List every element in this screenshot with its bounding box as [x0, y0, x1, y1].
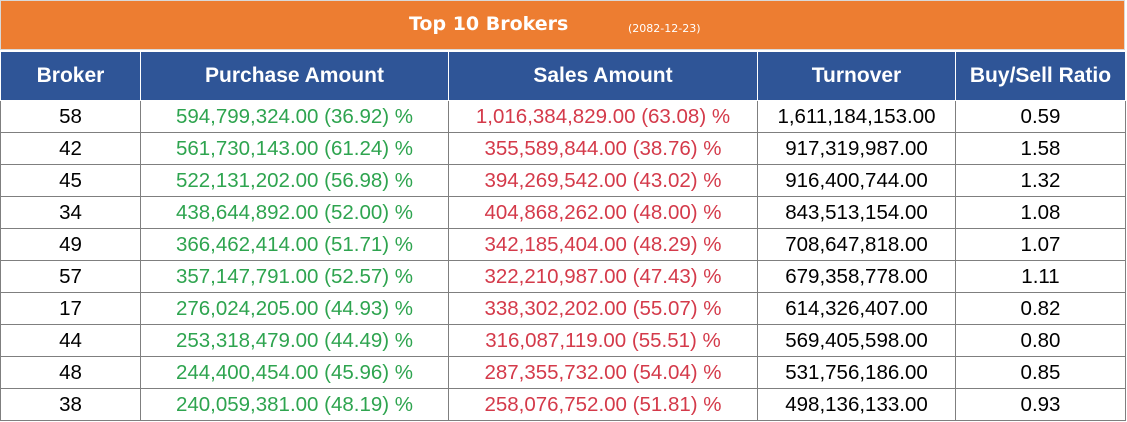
purchase-amount-cell: 357,147,791.00 (52.57) %: [140, 260, 449, 293]
sales-amount-cell: 316,087,119.00 (55.51) %: [448, 324, 758, 357]
turnover-cell: 498,136,133.00: [757, 388, 956, 421]
purchase-amount-cell: 240,059,381.00 (48.19) %: [140, 388, 449, 421]
table-row: 42 561,730,143.00 (61.24) % 355,589,844.00…: [0, 132, 1126, 165]
broker-cell: 38: [0, 388, 141, 421]
sales-amount-cell: 338,302,202.00 (55.07) %: [448, 292, 758, 325]
column-header-purchase-amount: Purchase Amount: [140, 51, 449, 101]
purchase-amount-cell: 522,131,202.00 (56.98) %: [140, 164, 449, 197]
table-row: 58 594,799,324.00 (36.92) % 1,016,384,829.…: [0, 100, 1126, 133]
table-body: 58 594,799,324.00 (36.92) % 1,016,384,829.…: [0, 100, 1126, 421]
purchase-amount-cell: 276,024,205.00 (44.93) %: [140, 292, 449, 325]
broker-cell: 17: [0, 292, 141, 325]
purchase-amount-cell: 366,462,414.00 (51.71) %: [140, 228, 449, 261]
sales-amount-cell: 355,589,844.00 (38.76) %: [448, 132, 758, 165]
buy-sell-ratio-cell: 0.80: [955, 324, 1126, 357]
broker-cell: 57: [0, 260, 141, 293]
sales-amount-cell: 322,210,987.00 (47.43) %: [448, 260, 758, 293]
column-header-turnover: Turnover: [757, 51, 956, 101]
buy-sell-ratio-cell: 1.11: [955, 260, 1126, 293]
sales-amount-cell: 258,076,752.00 (51.81) %: [448, 388, 758, 421]
buy-sell-ratio-cell: 1.07: [955, 228, 1126, 261]
sales-amount-cell: 287,355,732.00 (54.04) %: [448, 356, 758, 389]
broker-cell: 48: [0, 356, 141, 389]
title-bar: Top 10 Brokers (2082-12-23): [0, 0, 1125, 50]
turnover-cell: 1,611,184,153.00: [757, 100, 956, 133]
buy-sell-ratio-cell: 1.08: [955, 196, 1126, 229]
table-row: 57 357,147,791.00 (52.57) % 322,210,987.00…: [0, 260, 1126, 293]
header-row: Broker Purchase Amount Sales Amount Turn…: [0, 51, 1126, 101]
buy-sell-ratio-cell: 0.85: [955, 356, 1126, 389]
column-header-sales-amount: Sales Amount: [448, 51, 758, 101]
buy-sell-ratio-cell: 1.32: [955, 164, 1126, 197]
turnover-cell: 531,756,186.00: [757, 356, 956, 389]
table-row: 38 240,059,381.00 (48.19) % 258,076,752.00…: [0, 388, 1126, 421]
sales-amount-cell: 394,269,542.00 (43.02) %: [448, 164, 758, 197]
turnover-cell: 614,326,407.00: [757, 292, 956, 325]
purchase-amount-cell: 594,799,324.00 (36.92) %: [140, 100, 449, 133]
table-row: 45 522,131,202.00 (56.98) % 394,269,542.00…: [0, 164, 1126, 197]
buy-sell-ratio-cell: 1.58: [955, 132, 1126, 165]
turnover-cell: 569,405,598.00: [757, 324, 956, 357]
turnover-cell: 708,647,818.00: [757, 228, 956, 261]
table-title: Top 10 Brokers: [409, 13, 569, 35]
table-row: 48 244,400,454.00 (45.96) % 287,355,732.00…: [0, 356, 1126, 389]
table-row: 17 276,024,205.00 (44.93) % 338,302,202.00…: [0, 292, 1126, 325]
column-header-buy-sell-ratio: Buy/Sell Ratio: [955, 51, 1126, 101]
table-row: 44 253,318,479.00 (44.49) % 316,087,119.00…: [0, 324, 1126, 357]
table-date: (2082-12-23): [628, 22, 701, 35]
broker-cell: 44: [0, 324, 141, 357]
broker-cell: 34: [0, 196, 141, 229]
purchase-amount-cell: 561,730,143.00 (61.24) %: [140, 132, 449, 165]
table-row: 34 438,644,892.00 (52.00) % 404,868,262.00…: [0, 196, 1126, 229]
purchase-amount-cell: 253,318,479.00 (44.49) %: [140, 324, 449, 357]
sales-amount-cell: 342,185,404.00 (48.29) %: [448, 228, 758, 261]
turnover-cell: 679,358,778.00: [757, 260, 956, 293]
broker-cell: 45: [0, 164, 141, 197]
turnover-cell: 843,513,154.00: [757, 196, 956, 229]
sales-amount-cell: 404,868,262.00 (48.00) %: [448, 196, 758, 229]
purchase-amount-cell: 244,400,454.00 (45.96) %: [140, 356, 449, 389]
buy-sell-ratio-cell: 0.82: [955, 292, 1126, 325]
broker-cell: 49: [0, 228, 141, 261]
sales-amount-cell: 1,016,384,829.00 (63.08) %: [448, 100, 758, 133]
column-header-broker: Broker: [0, 51, 141, 101]
brokers-table: Broker Purchase Amount Sales Amount Turn…: [0, 51, 1126, 421]
broker-cell: 58: [0, 100, 141, 133]
purchase-amount-cell: 438,644,892.00 (52.00) %: [140, 196, 449, 229]
turnover-cell: 916,400,744.00: [757, 164, 956, 197]
buy-sell-ratio-cell: 0.93: [955, 388, 1126, 421]
table-row: 49 366,462,414.00 (51.71) % 342,185,404.00…: [0, 228, 1126, 261]
broker-cell: 42: [0, 132, 141, 165]
buy-sell-ratio-cell: 0.59: [955, 100, 1126, 133]
turnover-cell: 917,319,987.00: [757, 132, 956, 165]
